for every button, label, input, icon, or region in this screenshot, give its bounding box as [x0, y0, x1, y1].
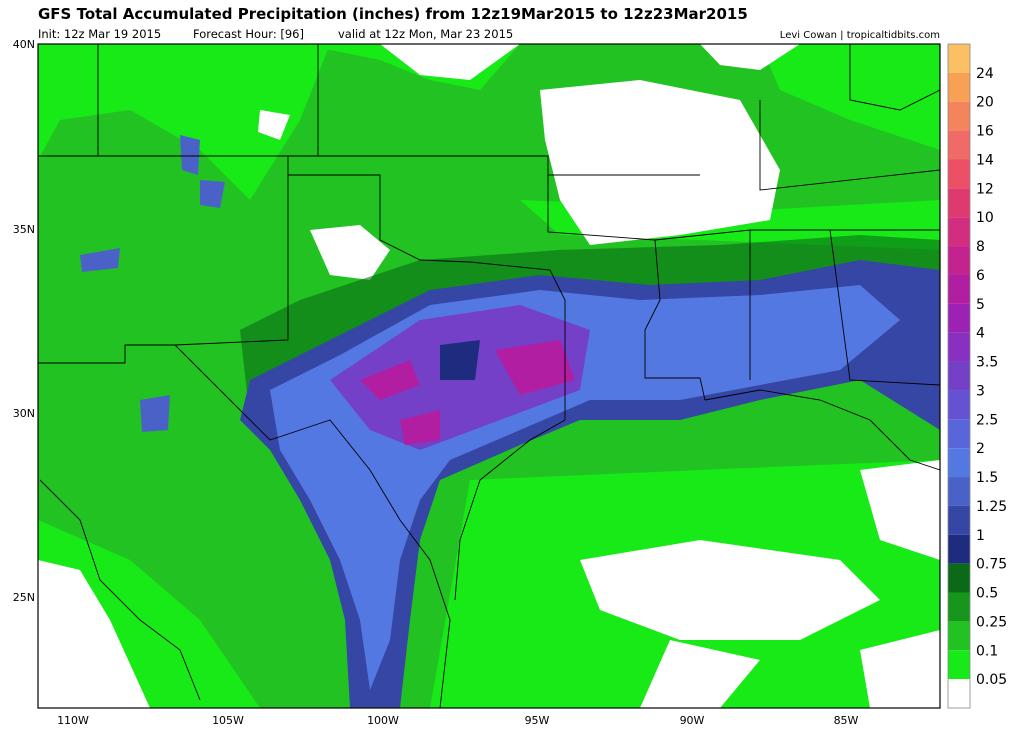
- lat-label: 30N: [13, 407, 35, 420]
- map-area: 40N 35N 30N 25N 110W 105W 100W 95W 90W 8…: [13, 38, 941, 727]
- colorbar-box: [948, 419, 970, 449]
- colorbar-box: [948, 274, 970, 304]
- colorbar-box: [948, 130, 970, 160]
- colorbar-label: 10: [976, 210, 994, 226]
- colorbar-box: [948, 72, 970, 102]
- lon-label: 100W: [367, 714, 399, 727]
- colorbar-box: [948, 361, 970, 391]
- colorbar-box: [948, 101, 970, 131]
- colorbar-label: 0.75: [976, 557, 1007, 573]
- colorbar-box: [948, 332, 970, 362]
- colorbar: 24 20 16 14 12 10 8 6 5 4 3.5 3 2.5 2 1.5 1.25 1 0.75 0.5 0…: [947, 43, 1007, 709]
- map-frame: [37, 43, 941, 709]
- colorbar-box: [948, 246, 970, 275]
- colorbar-label: 3.5: [976, 355, 998, 371]
- colorbar-box: [948, 534, 970, 564]
- colorbar-box: [948, 592, 970, 622]
- colorbar-label: 20: [976, 95, 994, 111]
- colorbar-box: [948, 303, 970, 333]
- colorbar-label: 1: [976, 528, 985, 544]
- lon-label: 95W: [525, 714, 550, 727]
- colorbar-box: [948, 188, 970, 218]
- colorbar-label: 4: [976, 326, 985, 342]
- colorbar-label: 0.5: [976, 586, 998, 602]
- colorbar-box: [948, 44, 970, 73]
- title: GFS Total Accumulated Precipitation (inc…: [38, 5, 748, 23]
- lon-label: 85W: [834, 714, 859, 727]
- heavy-precip-band: [240, 260, 940, 708]
- credit: Levi Cowan | tropicaltidbits.com: [780, 30, 940, 41]
- colorbar-label: 2.5: [976, 412, 998, 428]
- colorbar-box: [948, 448, 970, 478]
- lat-label: 35N: [13, 223, 35, 236]
- colorbar-box: [948, 390, 970, 420]
- lon-label: 110W: [57, 714, 89, 727]
- init-time: Init: 12z Mar 19 2015: [38, 27, 161, 41]
- colorbar-label: 6: [976, 268, 985, 284]
- colorbar-label: 24: [976, 66, 994, 82]
- colorbar-label: 14: [976, 152, 994, 168]
- colorbar-label: 8: [976, 239, 985, 255]
- colorbar-label: 1.5: [976, 470, 998, 486]
- no-precip: [38, 44, 940, 708]
- colorbar-label: 0.05: [976, 672, 1007, 688]
- colorbar-label: 0.25: [976, 614, 1007, 630]
- colorbar-box: [948, 563, 970, 593]
- colorbar-box: [948, 217, 970, 247]
- lat-label: 40N: [13, 38, 35, 51]
- colorbar-label: 5: [976, 297, 985, 313]
- lon-label: 90W: [680, 714, 705, 727]
- colorbar-frame: [947, 43, 971, 709]
- colorbar-box: [948, 159, 970, 189]
- valid-time: valid at 12z Mon, Mar 23 2015: [338, 27, 513, 41]
- lon-label: 105W: [212, 714, 244, 727]
- colorbar-label: 16: [976, 124, 994, 140]
- scattered-cells: [80, 135, 225, 432]
- colorbar-box: [948, 650, 970, 680]
- forecast-hour: Forecast Hour: [96]: [193, 27, 304, 41]
- colorbar-box: [948, 505, 970, 535]
- colorbar-box: [948, 477, 970, 506]
- colorbar-label: 2: [976, 441, 985, 457]
- lat-label: 25N: [13, 591, 35, 604]
- colorbar-box: [948, 621, 970, 651]
- colorbar-box: [948, 679, 970, 708]
- colorbar-label: 3: [976, 383, 985, 399]
- colorbar-label: 12: [976, 181, 994, 197]
- colorbar-label: 0.1: [976, 643, 998, 659]
- borders: [38, 44, 940, 708]
- colorbar-label: 1.25: [976, 499, 1007, 515]
